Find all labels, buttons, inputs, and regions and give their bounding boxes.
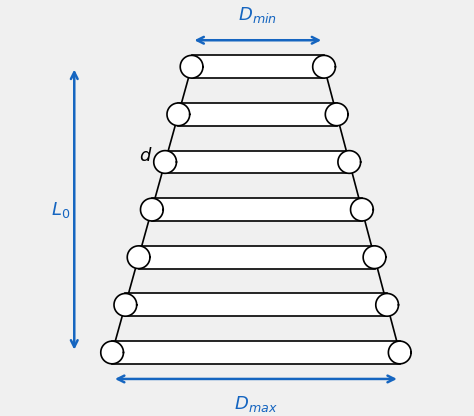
Polygon shape — [125, 294, 387, 316]
Polygon shape — [363, 246, 386, 269]
Polygon shape — [338, 151, 361, 173]
Polygon shape — [154, 151, 176, 173]
Polygon shape — [167, 103, 190, 126]
Polygon shape — [178, 103, 337, 126]
Polygon shape — [127, 246, 150, 269]
Polygon shape — [180, 55, 203, 78]
Text: L$_0$: L$_0$ — [51, 200, 71, 220]
Polygon shape — [388, 341, 411, 364]
Polygon shape — [165, 151, 349, 173]
Polygon shape — [114, 294, 137, 316]
Polygon shape — [101, 341, 123, 364]
Polygon shape — [325, 103, 348, 126]
Polygon shape — [140, 198, 163, 221]
Text: D$_{max}$: D$_{max}$ — [234, 394, 278, 414]
Polygon shape — [376, 294, 399, 316]
Text: d: d — [139, 147, 150, 165]
Polygon shape — [138, 246, 374, 269]
Polygon shape — [112, 341, 400, 364]
Polygon shape — [152, 198, 362, 221]
Polygon shape — [313, 55, 336, 78]
Polygon shape — [351, 198, 373, 221]
Polygon shape — [191, 55, 324, 78]
Text: D$_{min}$: D$_{min}$ — [238, 5, 277, 25]
